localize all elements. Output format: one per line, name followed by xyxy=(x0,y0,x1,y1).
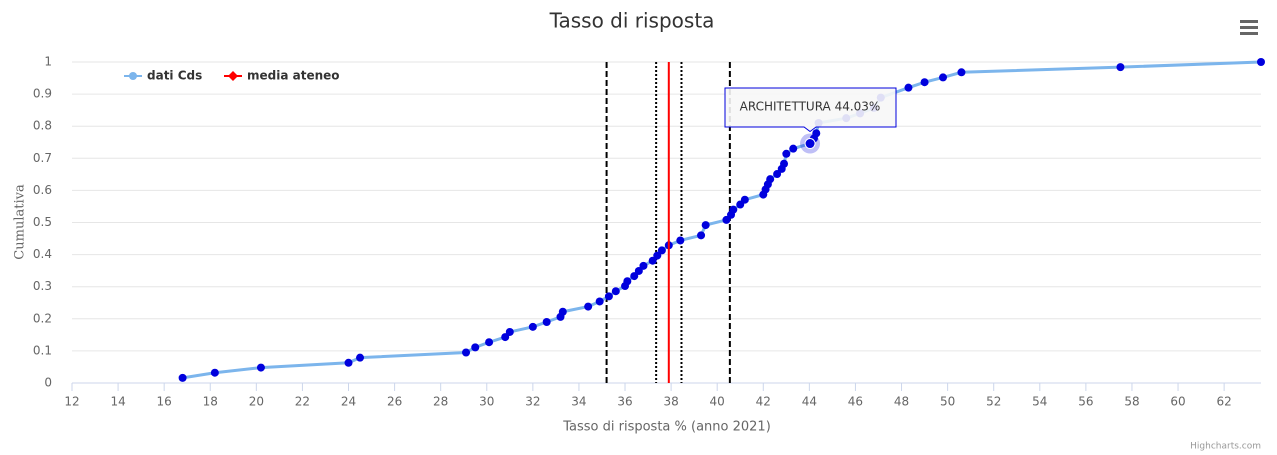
point xyxy=(501,333,510,342)
x-tick-label: 52 xyxy=(986,395,1001,409)
x-tick-label: 42 xyxy=(756,395,771,409)
y-tick-label: 0.9 xyxy=(33,87,52,101)
point xyxy=(782,149,791,158)
series-line xyxy=(182,60,1262,380)
point xyxy=(344,358,353,367)
point xyxy=(729,205,738,214)
tooltip-box xyxy=(724,87,897,133)
point xyxy=(528,322,537,331)
x-tick-label: 36 xyxy=(617,395,632,409)
x-tick-label: 34 xyxy=(571,395,586,409)
point xyxy=(623,277,632,286)
legend-symbol xyxy=(228,71,238,81)
x-tick-label: 24 xyxy=(341,395,356,409)
y-axis-title: Cumulativa xyxy=(13,184,28,260)
point xyxy=(485,338,494,347)
x-tick-label: 32 xyxy=(525,395,540,409)
y-tick-label: 0 xyxy=(44,376,52,390)
point xyxy=(1257,58,1265,66)
x-tick-label: 54 xyxy=(1032,395,1047,409)
x-tick-label: 58 xyxy=(1124,395,1139,409)
legend-label: media ateneo xyxy=(247,69,340,83)
x-tick-label: 30 xyxy=(479,395,494,409)
x-tick-label: 62 xyxy=(1216,395,1231,409)
y-tick-label: 1 xyxy=(44,55,52,69)
point xyxy=(611,287,620,296)
point xyxy=(558,307,567,316)
legend-label: dati Cds xyxy=(147,69,202,83)
legend-item[interactable]: dati Cds xyxy=(124,69,202,83)
x-tick-label: 12 xyxy=(64,395,79,409)
legend-symbol xyxy=(129,72,137,80)
point xyxy=(676,236,685,245)
x-tick-label: 26 xyxy=(387,395,402,409)
y-tick-label: 0.5 xyxy=(33,215,52,229)
point xyxy=(256,363,265,372)
menu-bar xyxy=(1240,32,1258,35)
point xyxy=(766,175,775,184)
y-tick-label: 0.8 xyxy=(33,119,52,133)
y-tick-label: 0.2 xyxy=(33,311,52,325)
x-tick-label: 28 xyxy=(433,395,448,409)
point xyxy=(780,159,789,168)
point xyxy=(657,246,666,255)
point xyxy=(701,221,710,230)
menu-button[interactable] xyxy=(1240,20,1258,35)
point xyxy=(920,78,929,87)
tooltip-text: ARCHITETTURA 44.03% xyxy=(740,100,881,114)
point xyxy=(812,129,821,138)
x-tick-label: 20 xyxy=(249,395,264,409)
x-tick-label: 56 xyxy=(1078,395,1093,409)
point xyxy=(462,348,471,357)
point xyxy=(1116,63,1125,72)
point xyxy=(634,266,643,275)
x-tick-label: 48 xyxy=(894,395,909,409)
y-tick-label: 0.1 xyxy=(33,343,52,357)
point xyxy=(697,231,706,240)
x-tick-label: 18 xyxy=(203,395,218,409)
x-axis-title: Tasso di risposta % (anno 2021) xyxy=(562,420,771,435)
point xyxy=(904,83,913,92)
legend-item[interactable]: media ateneo xyxy=(224,69,340,83)
point xyxy=(356,353,365,362)
point xyxy=(630,272,639,281)
point xyxy=(740,195,749,204)
x-tick-label: 16 xyxy=(157,395,172,409)
y-tick-label: 0.4 xyxy=(33,247,52,261)
x-tick-label: 60 xyxy=(1170,395,1185,409)
point xyxy=(957,68,966,77)
menu-bar xyxy=(1240,20,1258,23)
y-tick-label: 0.6 xyxy=(33,183,52,197)
point xyxy=(542,318,551,327)
x-tick-label: 46 xyxy=(848,395,863,409)
menu-bar xyxy=(1240,26,1258,29)
point xyxy=(939,73,948,82)
chart-title: Tasso di risposta xyxy=(549,9,715,33)
credit[interactable]: Highcharts.com xyxy=(1190,442,1261,452)
x-tick-label: 14 xyxy=(110,395,125,409)
y-tick-label: 0.3 xyxy=(33,279,52,293)
x-tick-label: 40 xyxy=(710,395,725,409)
point xyxy=(471,343,480,352)
point xyxy=(604,292,613,301)
point xyxy=(653,251,662,260)
point xyxy=(595,297,604,306)
point xyxy=(639,261,648,270)
point xyxy=(722,215,731,224)
hover-point xyxy=(804,138,816,150)
point xyxy=(789,144,798,153)
point xyxy=(584,302,593,311)
point xyxy=(773,170,782,179)
point xyxy=(178,373,187,382)
x-tick-label: 44 xyxy=(802,395,817,409)
point xyxy=(210,368,219,377)
point xyxy=(648,256,657,265)
x-tick-label: 38 xyxy=(663,395,678,409)
y-tick-label: 0.7 xyxy=(33,151,52,165)
point xyxy=(505,327,514,336)
x-tick-label: 22 xyxy=(295,395,310,409)
x-tick-label: 50 xyxy=(940,395,955,409)
